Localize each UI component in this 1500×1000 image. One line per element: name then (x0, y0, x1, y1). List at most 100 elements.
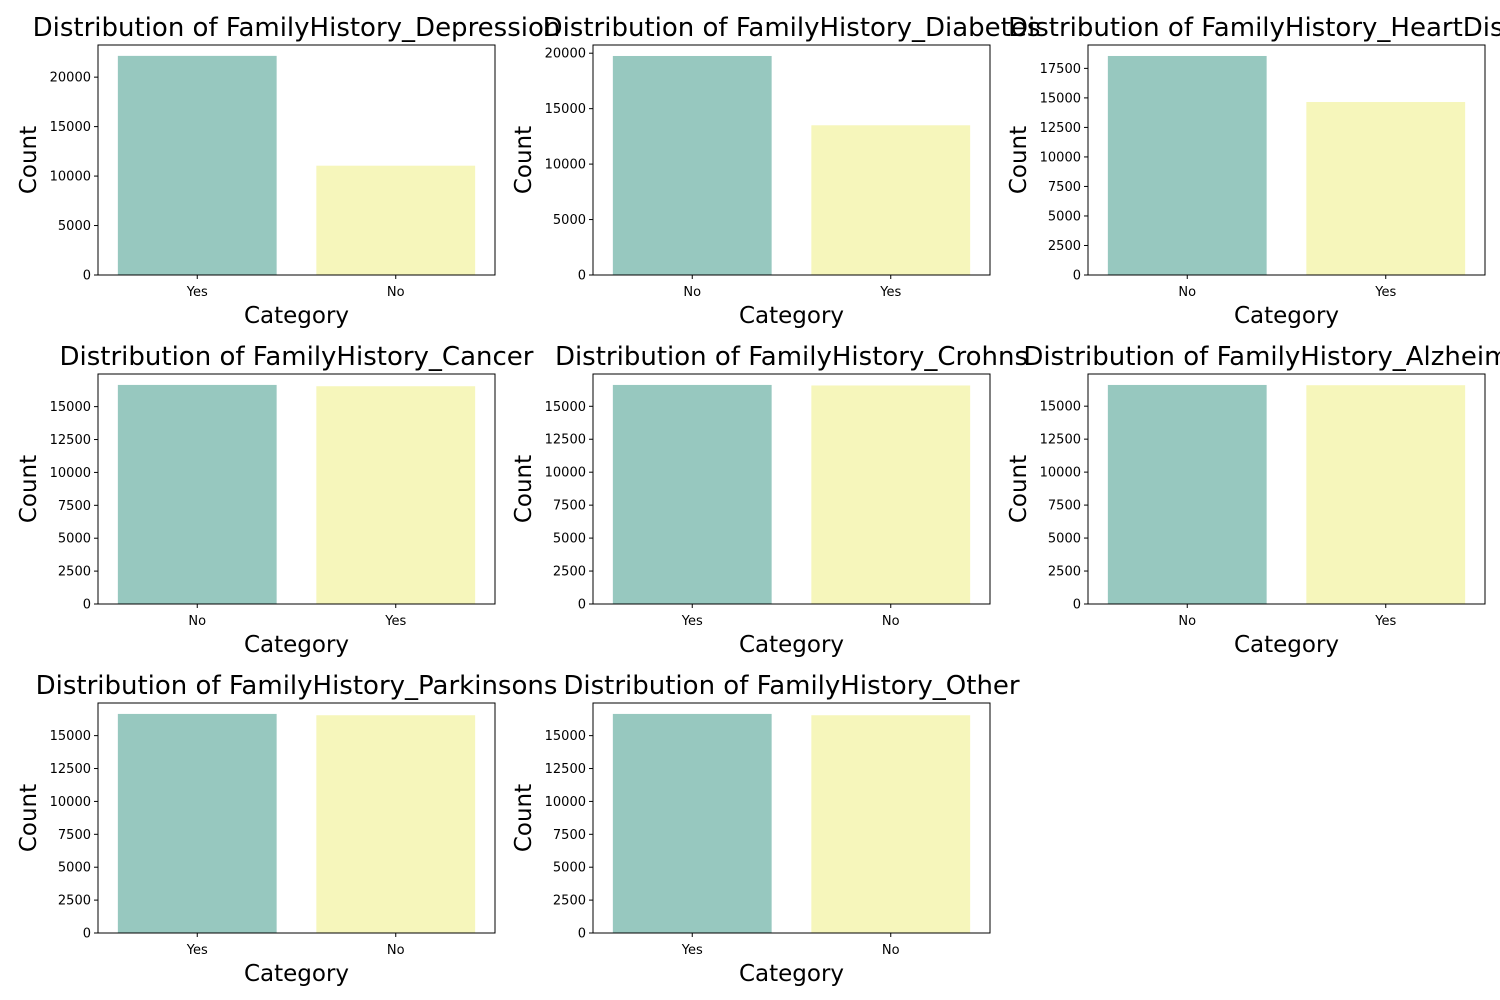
bar-no (316, 715, 476, 933)
plot-frame (97, 44, 496, 276)
x-axis-label: Category (244, 961, 349, 987)
y-tick-label: 10000 (545, 795, 586, 810)
y-axis-label: Count (16, 784, 42, 852)
y-tick-label: 0 (578, 927, 586, 942)
bar-yes (1306, 385, 1466, 604)
x-axis-label: Category (244, 632, 349, 658)
plot-frame (592, 702, 991, 934)
y-tick-label: 15000 (50, 400, 91, 415)
bar-yes (612, 384, 772, 604)
y-tick-label: 12500 (50, 433, 91, 448)
y-tick-label: 15000 (545, 102, 586, 117)
y-tick-label: 5000 (1048, 532, 1081, 547)
y-tick-label: 7500 (58, 828, 91, 843)
x-tick-label: Yes (681, 943, 703, 958)
chart-title: Distribution of FamilyHistory_HeartDisea… (1008, 13, 1500, 43)
chart-panel-6: 0 2500 5000 7500 10000 12500 15000 No Yes Categor… (1006, 342, 1500, 658)
y-tick-label: 2500 (553, 565, 586, 580)
y-tick-label: 5000 (553, 213, 586, 228)
x-tick-label: Yes (681, 614, 703, 629)
y-axis-label: Count (16, 126, 42, 194)
x-axis-label: Category (739, 632, 844, 658)
y-tick-label: 12500 (1040, 433, 1081, 448)
y-tick-label: 17500 (1040, 62, 1081, 77)
y-tick-label: 5000 (58, 861, 91, 876)
y-tick-label: 15000 (545, 400, 586, 415)
y-tick-label: 10000 (1040, 466, 1081, 481)
y-tick-label: 7500 (1048, 180, 1081, 195)
plot-frame (592, 44, 991, 276)
chart-title: Distribution of FamilyHistory_Other (563, 671, 1020, 701)
x-tick-label: No (188, 614, 206, 629)
y-tick-label: 10000 (50, 170, 91, 185)
bar-no (316, 165, 476, 275)
y-tick-label: 12500 (545, 433, 586, 448)
y-tick-label: 15000 (50, 120, 91, 135)
y-tick-label: 0 (578, 269, 586, 284)
y-tick-label: 20000 (50, 71, 91, 86)
y-tick-label: 15000 (1040, 91, 1081, 106)
chart-title: Distribution of FamilyHistory_Crohns (555, 342, 1028, 372)
x-axis-label: Category (1234, 303, 1339, 329)
x-tick-label: No (387, 943, 405, 958)
y-tick-label: 7500 (1048, 499, 1081, 514)
y-tick-label: 2500 (1048, 565, 1081, 580)
bar-no (1107, 55, 1267, 275)
x-tick-label: Yes (1374, 285, 1396, 300)
y-tick-label: 0 (1073, 598, 1081, 613)
y-tick-label: 0 (1073, 269, 1081, 284)
y-tick-label: 10000 (50, 795, 91, 810)
x-tick-label: Yes (186, 943, 208, 958)
y-tick-label: 15000 (50, 729, 91, 744)
plot-frame (1087, 44, 1486, 276)
x-axis-label: Category (1234, 632, 1339, 658)
bar-no (612, 55, 772, 275)
chart-title: Distribution of FamilyHistory_Parkinsons (36, 671, 558, 701)
y-tick-label: 5000 (58, 219, 91, 234)
x-tick-label: Yes (879, 285, 901, 300)
bar-yes (117, 55, 277, 276)
bar-no (1107, 384, 1267, 604)
y-axis-label: Count (1006, 126, 1032, 194)
y-tick-label: 5000 (553, 861, 586, 876)
chart-panel-7: 0 2500 5000 7500 10000 12500 15000 Yes No Categor… (16, 671, 557, 987)
y-tick-label: 12500 (545, 762, 586, 777)
x-tick-label: Yes (1374, 614, 1396, 629)
y-tick-label: 10000 (545, 466, 586, 481)
y-tick-label: 7500 (553, 828, 586, 843)
bar-yes (811, 125, 971, 275)
chart-panel-4: 0 2500 5000 7500 10000 12500 15000 No Yes Categor… (16, 342, 534, 658)
plot-frame (97, 702, 496, 934)
x-tick-label: Yes (384, 614, 406, 629)
y-tick-label: 5000 (58, 532, 91, 547)
plot-frame (592, 373, 991, 605)
x-tick-label: No (1178, 614, 1196, 629)
y-tick-label: 12500 (50, 762, 91, 777)
y-axis-label: Count (511, 126, 537, 194)
y-tick-label: 0 (578, 598, 586, 613)
y-tick-label: 5000 (1048, 209, 1081, 224)
x-tick-label: No (882, 943, 900, 958)
y-tick-label: 2500 (58, 894, 91, 909)
bar-yes (316, 386, 476, 604)
chart-title: Distribution of FamilyHistory_Alzheimers (1023, 342, 1500, 372)
chart-panel-5: 0 2500 5000 7500 10000 12500 15000 Yes No Categor… (511, 342, 1028, 658)
y-tick-label: 7500 (58, 499, 91, 514)
chart-panel-1: 0 5000 10000 15000 20000 Yes No Category Count Di… (16, 13, 560, 329)
x-axis-label: Category (739, 303, 844, 329)
y-tick-label: 2500 (1048, 239, 1081, 254)
x-tick-label: No (387, 285, 405, 300)
bar-yes (117, 713, 277, 933)
bar-no (117, 384, 277, 604)
chart-title: Distribution of FamilyHistory_Depression (33, 13, 561, 43)
y-tick-label: 12500 (1040, 121, 1081, 136)
y-axis-label: Count (511, 455, 537, 523)
x-axis-label: Category (739, 961, 844, 987)
y-tick-label: 10000 (545, 158, 586, 173)
plot-frame (97, 373, 496, 605)
y-tick-label: 10000 (50, 466, 91, 481)
bar-yes (1306, 102, 1466, 276)
y-tick-label: 20000 (545, 47, 586, 62)
y-tick-label: 0 (83, 927, 91, 942)
